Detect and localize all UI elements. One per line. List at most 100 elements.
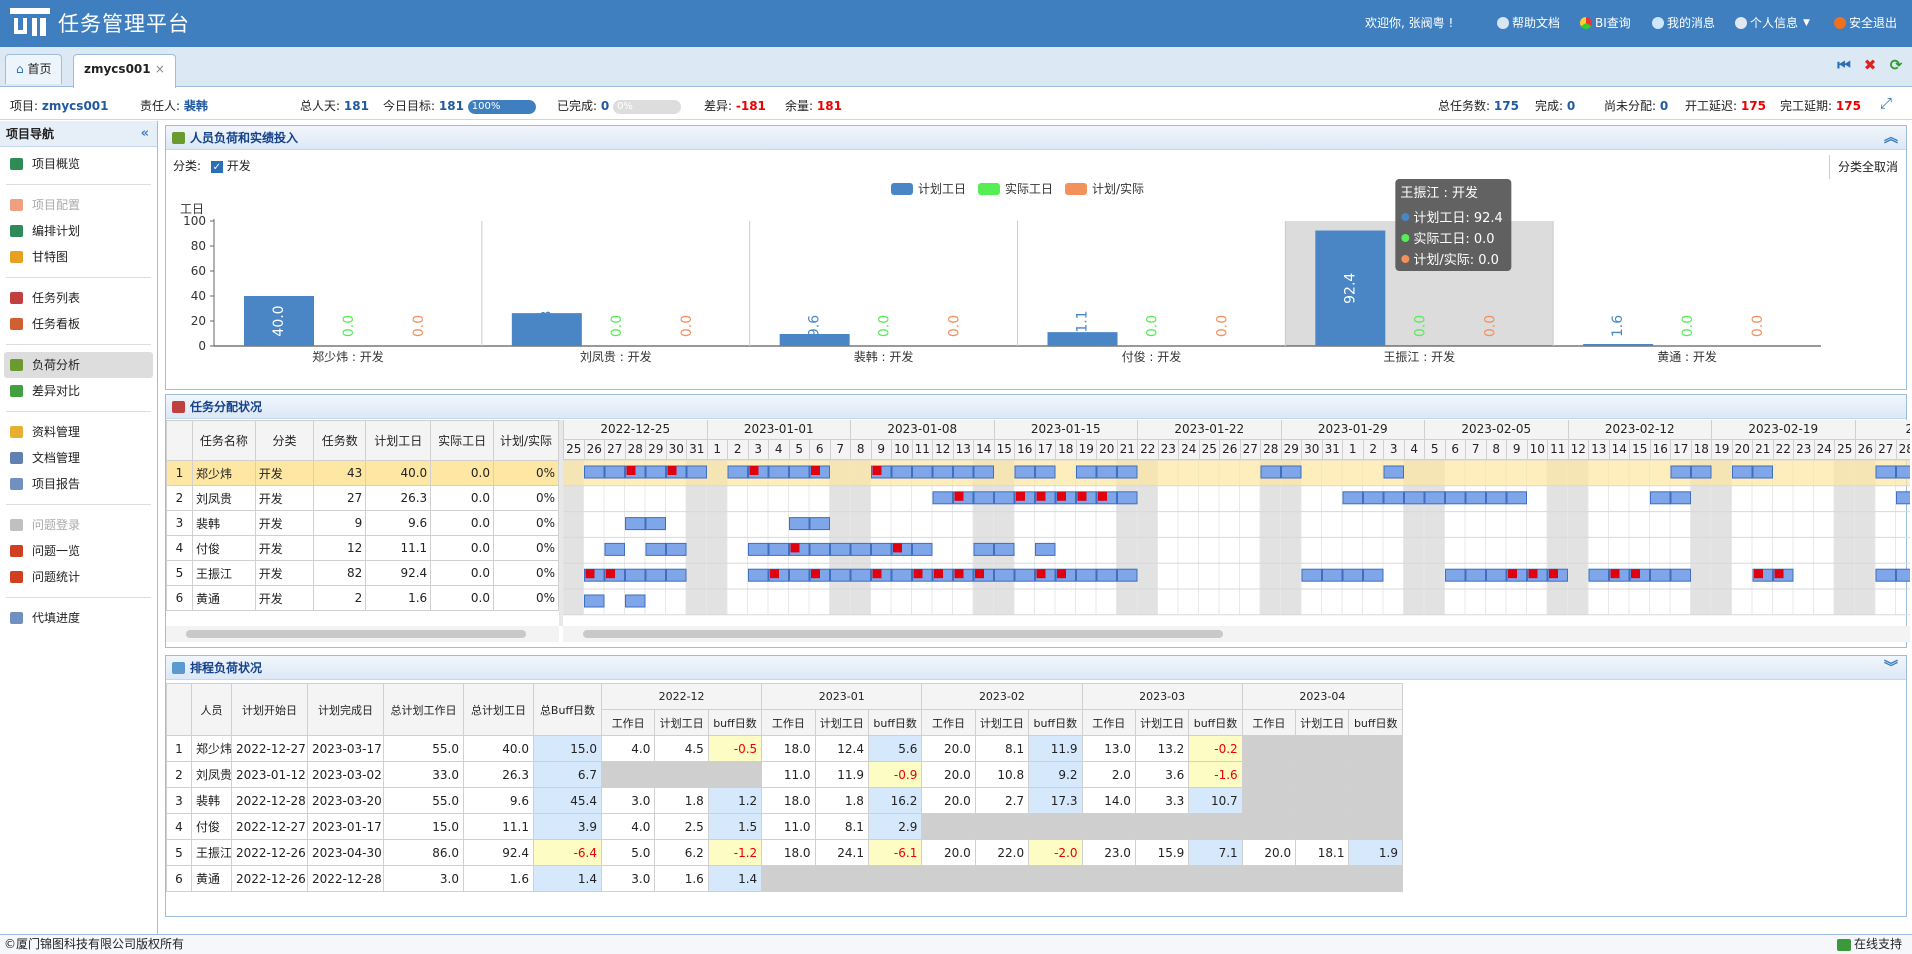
column-header[interactable]: 任务名称 bbox=[191, 420, 256, 461]
gantt-task-bar[interactable] bbox=[1875, 568, 1896, 582]
gantt-task-bar[interactable] bbox=[1260, 465, 1281, 479]
gantt-task-bar[interactable] bbox=[1445, 491, 1466, 505]
table-row[interactable]: 3 裴韩 2022-12-28 2023-03-20 55.0 9.6 45.4 3.0 1.8… bbox=[166, 787, 1403, 814]
legend-label[interactable]: 实际工日 bbox=[1005, 181, 1053, 196]
gantt-task-bar[interactable] bbox=[1732, 465, 1753, 479]
table-row[interactable]: 1 郑少炜 2022-12-27 2023-03-17 55.0 40.0 15.0 4.0 4… bbox=[166, 735, 1403, 762]
legend-label[interactable]: 计划工日 bbox=[918, 182, 966, 196]
gantt-task-bar[interactable] bbox=[994, 542, 1015, 556]
gantt-task-bar[interactable] bbox=[645, 465, 666, 479]
column-header[interactable]: 分类 bbox=[254, 420, 315, 461]
gantt-task-bar[interactable] bbox=[871, 542, 892, 556]
tab-home[interactable]: ⌂ 首页 bbox=[5, 54, 63, 84]
table-row[interactable]: 6 黄通 开发 2 1.6 0.0 0% bbox=[166, 585, 560, 611]
gantt-task-bar[interactable] bbox=[1096, 465, 1117, 479]
gantt-task-bar[interactable] bbox=[1076, 568, 1097, 582]
close-all-icon[interactable]: ✖ bbox=[1863, 56, 1877, 74]
gantt-task-bar[interactable] bbox=[932, 491, 953, 505]
gantt-task-bar[interactable] bbox=[625, 517, 646, 531]
gantt-task-bar[interactable] bbox=[1014, 465, 1035, 479]
chart-bar[interactable] bbox=[779, 334, 850, 346]
gantt-task-bar[interactable] bbox=[604, 465, 625, 479]
sidebar-item[interactable]: 项目概览 bbox=[4, 151, 153, 177]
sub-column-header[interactable]: buff日数 bbox=[1188, 709, 1243, 736]
gantt-task-bar[interactable] bbox=[1896, 491, 1911, 505]
gantt-scroll-thumb[interactable] bbox=[583, 630, 1223, 638]
table-row[interactable]: 4 付俊 2022-12-27 2023-01-17 15.0 11.1 3.9 4.0 2.5… bbox=[166, 813, 1403, 840]
sidebar-item[interactable]: 项目配置 bbox=[4, 192, 153, 218]
gantt-task-bar[interactable] bbox=[973, 465, 994, 479]
personal-info-menu[interactable]: 个人信息 ▼ bbox=[1735, 14, 1810, 31]
column-header[interactable]: 总Buff日数 bbox=[533, 683, 602, 736]
gantt-task-bar[interactable] bbox=[748, 568, 769, 582]
gantt-task-bar[interactable] bbox=[830, 542, 851, 556]
refresh-icon[interactable]: ⟳ bbox=[1889, 56, 1903, 74]
chart-bar[interactable] bbox=[244, 296, 314, 346]
column-header[interactable] bbox=[166, 683, 192, 736]
gantt-task-bar[interactable] bbox=[686, 465, 707, 479]
sub-column-header[interactable]: buff日数 bbox=[1348, 709, 1403, 736]
gantt-task-bar[interactable] bbox=[748, 542, 769, 556]
sidebar-item[interactable]: 问题登录 bbox=[4, 512, 153, 538]
sub-column-header[interactable]: 计划工日 bbox=[654, 709, 709, 736]
gantt-task-bar[interactable] bbox=[584, 465, 605, 479]
gantt-task-bar[interactable] bbox=[1670, 568, 1691, 582]
gantt-task-bar[interactable] bbox=[1281, 465, 1302, 479]
table-row[interactable]: 5 王振江 2022-12-26 2023-04-30 86.0 92.4 -6.4 5.0 6… bbox=[166, 839, 1403, 866]
gantt-task-bar[interactable] bbox=[1014, 568, 1035, 582]
gantt-task-bar[interactable] bbox=[1342, 491, 1363, 505]
gantt-task-bar[interactable] bbox=[809, 517, 830, 531]
gantt-task-bar[interactable] bbox=[1486, 491, 1507, 505]
gantt-task-bar[interactable] bbox=[830, 568, 851, 582]
gantt-task-bar[interactable] bbox=[625, 568, 646, 582]
sub-column-header[interactable]: 工作日 bbox=[600, 709, 656, 736]
gantt-task-bar[interactable] bbox=[1445, 568, 1466, 582]
left-scroll-thumb[interactable] bbox=[186, 630, 526, 638]
sidebar-item[interactable]: 任务看板 bbox=[4, 311, 153, 337]
sidebar-item[interactable]: 文档管理 bbox=[4, 445, 153, 471]
sub-column-header[interactable]: 工作日 bbox=[1241, 709, 1297, 736]
legend-label[interactable]: 计划/实际 bbox=[1092, 181, 1144, 196]
category-checkbox[interactable]: ✓ bbox=[210, 160, 223, 173]
sidebar-item[interactable]: 甘特图 bbox=[4, 244, 153, 270]
gantt-task-bar[interactable] bbox=[1506, 491, 1527, 505]
sub-column-header[interactable]: 计划工日 bbox=[1295, 709, 1350, 736]
gantt-task-bar[interactable] bbox=[1117, 465, 1138, 479]
gantt-task-bar[interactable] bbox=[1363, 491, 1384, 505]
table-row[interactable]: 2 刘凤贵 开发 27 26.3 0.0 0% bbox=[166, 485, 560, 511]
gantt-task-bar[interactable] bbox=[1383, 465, 1404, 479]
column-header[interactable]: 计划开始日 bbox=[231, 683, 308, 736]
gantt-task-bar[interactable] bbox=[912, 465, 933, 479]
first-page-icon[interactable]: ⏮ bbox=[1837, 56, 1851, 74]
gantt-task-bar[interactable] bbox=[768, 542, 789, 556]
gantt-task-bar[interactable] bbox=[1035, 465, 1056, 479]
table-row[interactable]: 3 裴韩 开发 9 9.6 0.0 0% bbox=[166, 510, 560, 536]
column-header[interactable]: 实际工日 bbox=[430, 420, 494, 461]
sidebar-item[interactable]: 资料管理 bbox=[4, 419, 153, 445]
gantt-task-bar[interactable] bbox=[1650, 491, 1671, 505]
collapse-down-icon[interactable]: ︾ bbox=[1884, 660, 1898, 676]
gantt-task-bar[interactable] bbox=[768, 465, 789, 479]
gantt-task-bar[interactable] bbox=[1424, 491, 1445, 505]
close-icon[interactable]: × bbox=[154, 62, 165, 76]
gantt-task-bar[interactable] bbox=[850, 542, 871, 556]
gantt-task-bar[interactable] bbox=[1322, 568, 1343, 582]
gantt-task-bar[interactable] bbox=[584, 594, 605, 608]
gantt-task-bar[interactable] bbox=[1896, 465, 1911, 479]
gantt-task-bar[interactable] bbox=[789, 465, 810, 479]
gantt-task-bar[interactable] bbox=[1363, 568, 1384, 582]
gantt-task-bar[interactable] bbox=[1896, 568, 1911, 582]
gantt-task-bar[interactable] bbox=[1650, 568, 1671, 582]
sidebar-item[interactable]: 任务列表 bbox=[4, 285, 153, 311]
column-header[interactable] bbox=[166, 420, 193, 461]
tab-project[interactable]: zmycs001 × bbox=[73, 54, 176, 88]
sub-column-header[interactable]: 工作日 bbox=[1081, 709, 1136, 736]
gantt-task-bar[interactable] bbox=[1486, 568, 1507, 582]
sidebar-item[interactable]: 编排计划 bbox=[4, 218, 153, 244]
chart-bar[interactable] bbox=[1315, 230, 1386, 347]
fullscreen-icon[interactable]: ⤢ bbox=[1880, 94, 1893, 112]
cancel-all-categories-button[interactable]: 分类全取消 bbox=[1828, 155, 1906, 179]
table-row[interactable]: 6 黄通 2022-12-26 2022-12-28 3.0 1.6 1.4 3.0 1.6 1.… bbox=[166, 865, 1403, 892]
gantt-task-bar[interactable] bbox=[1383, 491, 1404, 505]
gantt-task-bar[interactable] bbox=[1404, 491, 1425, 505]
